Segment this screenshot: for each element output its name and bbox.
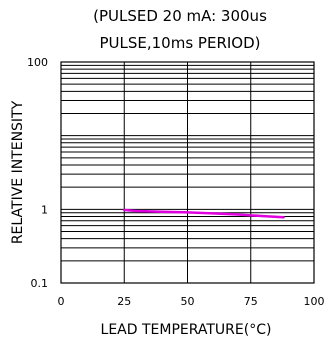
series-0-point-3 [186,211,189,213]
series-0-point-5 [237,213,239,216]
series-0-point-2 [161,211,163,213]
x-axis-label: LEAD TEMPERATURE(°C) [101,322,272,338]
y-tick-label-0: 0.1 [31,277,49,290]
series-0-point-4 [212,212,214,214]
tick-labels: 0 25 50 75 100 0.1 1 100 [27,56,325,308]
chart-title-line-2: PULSE,10ms PERIOD) [99,34,260,52]
chart-title-line-1: (PULSED 20 mA: 300us [93,7,267,25]
y-tick-label-2: 100 [27,56,48,69]
x-tick-label-3: 75 [244,295,258,308]
x-tick-label-1: 25 [117,295,131,308]
y-tick-label-1: 1 [41,203,48,216]
series-layer [123,208,285,219]
y-axis-label: RELATIVE INTENSITY [10,100,26,244]
plot-area [60,61,315,284]
series-line-0 [123,208,285,219]
x-tick-label-4: 100 [304,295,325,308]
series-0-point-0 [123,209,125,211]
chart-grid [60,62,315,284]
series-0-point-1 [136,210,138,212]
x-tick-label-2: 50 [181,295,195,308]
x-tick-label-0: 0 [58,295,65,308]
chart-title: (PULSED 20 mA: 300us PULSE,10ms PERIOD) [93,7,267,52]
series-0-point-7 [283,216,285,218]
series-0-point-6 [262,215,264,217]
